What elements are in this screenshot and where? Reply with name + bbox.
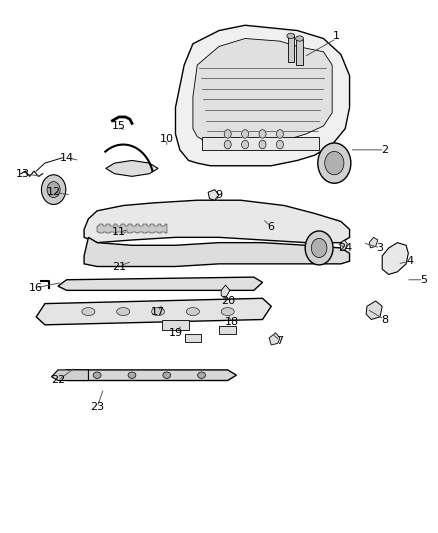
Text: 7: 7	[276, 336, 283, 346]
Text: 5: 5	[420, 274, 427, 285]
Ellipse shape	[287, 33, 295, 38]
Polygon shape	[269, 333, 280, 345]
Polygon shape	[106, 160, 158, 176]
Bar	[297, 38, 303, 65]
Bar	[288, 36, 294, 62]
Circle shape	[224, 140, 231, 149]
Polygon shape	[369, 237, 378, 248]
Polygon shape	[201, 136, 319, 150]
Text: 9: 9	[215, 190, 223, 200]
Text: 16: 16	[29, 282, 43, 293]
Text: 12: 12	[46, 187, 61, 197]
Ellipse shape	[221, 308, 234, 316]
Text: 14: 14	[60, 153, 74, 163]
Text: 10: 10	[160, 134, 174, 144]
Ellipse shape	[117, 308, 130, 316]
Text: 15: 15	[112, 121, 126, 131]
Text: 11: 11	[112, 227, 126, 237]
Polygon shape	[382, 243, 408, 274]
Circle shape	[325, 151, 344, 175]
Text: 17: 17	[151, 306, 165, 317]
Circle shape	[224, 130, 231, 138]
Polygon shape	[221, 285, 230, 298]
Circle shape	[311, 238, 327, 257]
Text: 13: 13	[16, 169, 30, 179]
Polygon shape	[366, 301, 382, 319]
Text: 18: 18	[225, 317, 239, 327]
Polygon shape	[36, 298, 271, 325]
Circle shape	[318, 143, 351, 183]
Ellipse shape	[198, 372, 205, 378]
Ellipse shape	[152, 308, 165, 316]
Circle shape	[305, 231, 333, 265]
Polygon shape	[193, 38, 332, 144]
Bar	[219, 326, 237, 334]
Ellipse shape	[186, 308, 199, 316]
Ellipse shape	[163, 372, 171, 378]
Polygon shape	[58, 277, 262, 290]
Circle shape	[242, 140, 249, 149]
Circle shape	[42, 175, 66, 205]
Ellipse shape	[296, 36, 304, 41]
Text: 6: 6	[268, 222, 275, 232]
Circle shape	[276, 130, 283, 138]
Polygon shape	[208, 190, 219, 200]
Text: 3: 3	[377, 243, 384, 253]
Polygon shape	[340, 240, 347, 251]
Bar	[185, 334, 201, 342]
Circle shape	[259, 130, 266, 138]
Circle shape	[242, 130, 249, 138]
Polygon shape	[58, 370, 237, 381]
Text: 21: 21	[112, 262, 126, 271]
Text: 22: 22	[51, 375, 65, 385]
Circle shape	[276, 140, 283, 149]
Ellipse shape	[93, 372, 101, 378]
Polygon shape	[84, 200, 350, 243]
Text: 19: 19	[169, 328, 183, 338]
Text: 23: 23	[90, 402, 104, 412]
Polygon shape	[51, 370, 88, 381]
Ellipse shape	[128, 372, 136, 378]
Text: 1: 1	[333, 31, 340, 41]
Polygon shape	[84, 237, 350, 266]
Polygon shape	[176, 25, 350, 166]
Ellipse shape	[82, 308, 95, 316]
Bar	[162, 319, 188, 330]
Text: 8: 8	[381, 314, 388, 325]
Circle shape	[259, 140, 266, 149]
Text: 24: 24	[338, 243, 352, 253]
Text: 2: 2	[381, 145, 388, 155]
Circle shape	[47, 182, 60, 198]
Text: 4: 4	[407, 256, 414, 266]
Text: 20: 20	[221, 296, 235, 306]
